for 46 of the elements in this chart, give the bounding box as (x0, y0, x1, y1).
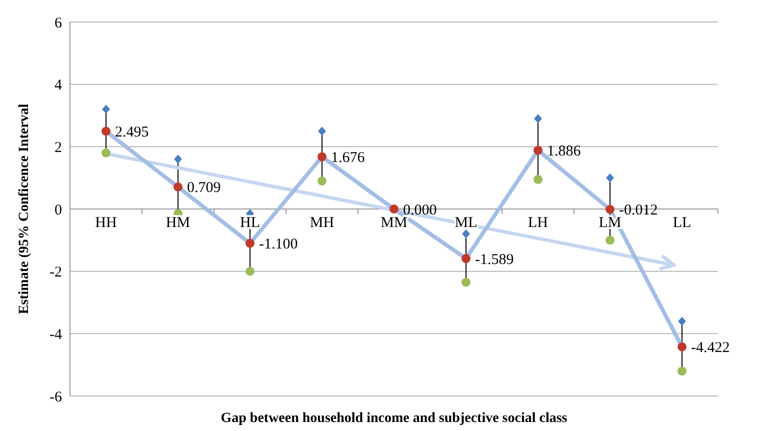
point (462, 229, 470, 238)
x-tick-label: ML (454, 215, 478, 231)
y-tick-label: -2 (50, 264, 62, 281)
point (534, 146, 542, 155)
point (318, 176, 326, 186)
y-tick-label: -6 (50, 389, 62, 406)
y-tick-label: 2 (54, 140, 62, 156)
point (174, 182, 182, 192)
x-tick-label: MH (310, 215, 334, 231)
point (174, 154, 182, 164)
point (246, 238, 254, 248)
point (534, 174, 542, 184)
point (390, 204, 398, 214)
x-tick-label: LH (528, 215, 548, 231)
data-label: 1.886 (547, 143, 582, 160)
point (102, 104, 110, 114)
point (318, 126, 326, 136)
point (678, 366, 686, 376)
point (246, 266, 254, 276)
y-axis-title: Estimate (95% Conficence Interval (17, 104, 32, 314)
point (318, 152, 326, 162)
y-tick-label: 0 (54, 202, 62, 218)
point (606, 204, 614, 214)
x-tick-label: HH (95, 215, 117, 231)
point (462, 254, 470, 264)
y-tick-label: 6 (54, 15, 62, 32)
point (678, 342, 686, 352)
data-label: -0.012 (619, 202, 658, 219)
data-label: -4.422 (691, 340, 730, 356)
point (606, 236, 614, 245)
point (678, 316, 686, 326)
point (534, 114, 542, 124)
data-label: 0.709 (187, 180, 221, 196)
data-label: 2.495 (115, 124, 149, 140)
point (606, 173, 614, 182)
x-tick-label: HM (166, 215, 190, 231)
data-label: -1.100 (259, 236, 298, 253)
x-tick-label: LL (672, 215, 692, 231)
y-tick-label: -4 (50, 326, 62, 343)
data-label: -1.589 (475, 252, 514, 268)
point (462, 278, 470, 287)
point (102, 148, 110, 158)
point (102, 126, 110, 136)
x-axis-title: Gap between household income and subjective social class (220, 411, 568, 426)
data-label: 1.676 (331, 150, 366, 166)
y-tick-label: 4 (54, 78, 62, 94)
